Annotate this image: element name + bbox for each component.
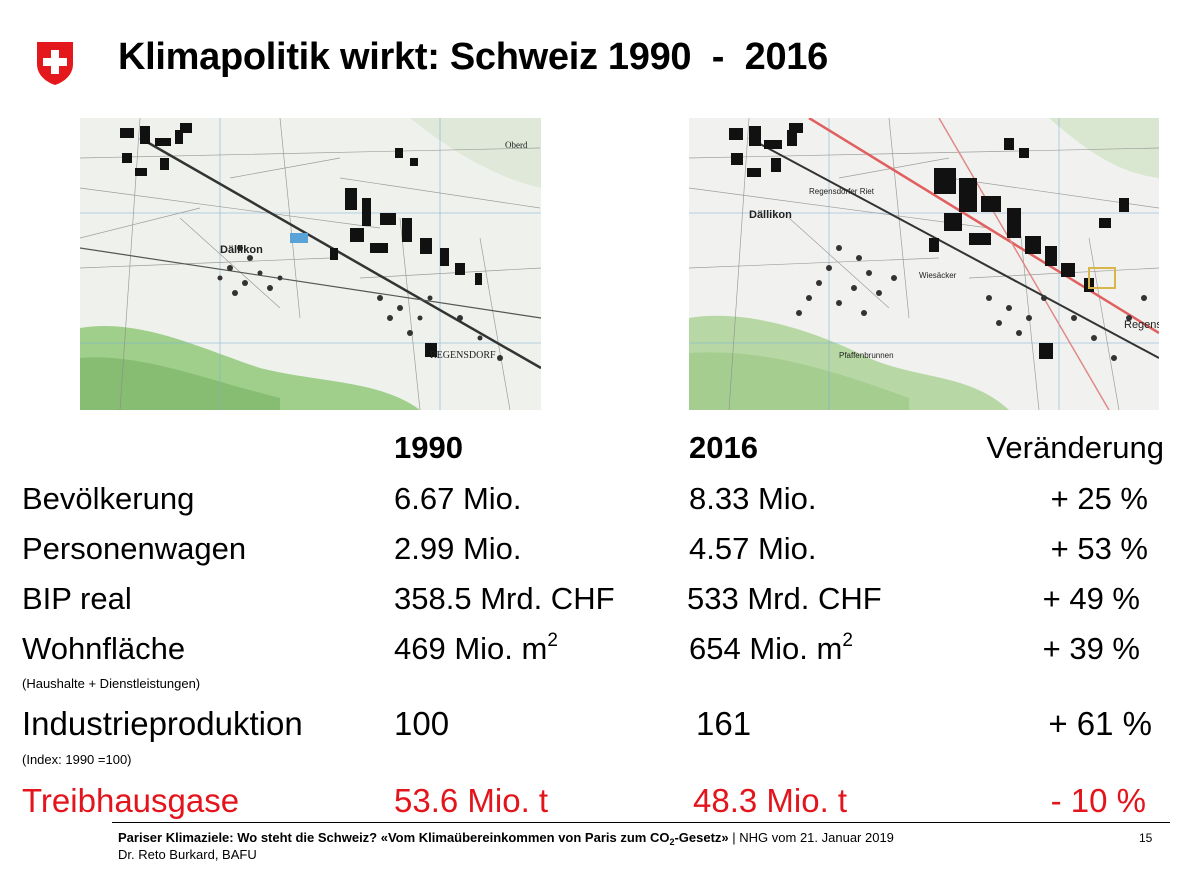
- footer-event-info: | NHG vom 21. Januar 2019: [728, 830, 894, 845]
- value-change: + 25 %: [1050, 481, 1148, 516]
- row-label: Treibhausgase: [22, 782, 240, 819]
- value-2016: 654 Mio. m2: [689, 631, 853, 667]
- map-label: Dällikon: [220, 244, 263, 256]
- value-text: 654 Mio. m: [689, 631, 843, 666]
- value-2016: 161: [696, 705, 752, 742]
- table-row: Bevölkerung 6.67 Mio. 8.33 Mio. + 25 %: [0, 481, 1200, 525]
- column-header-1990: 1990: [394, 430, 463, 465]
- map-2016: Dällikon Regensdorfer Riet Regensd Wiesä…: [689, 118, 1159, 410]
- row-note: (Haushalte + Dienstleistungen): [22, 676, 201, 691]
- value-1990: 2.99 Mio.: [394, 531, 522, 566]
- table-row: Personenwagen 2.99 Mio. 4.57 Mio. + 53 %: [0, 531, 1200, 575]
- value-1990: 6.67 Mio.: [394, 481, 522, 516]
- column-header-change: Veränderung: [986, 430, 1164, 465]
- footer-event: Pariser Klimaziele: Wo steht die Schweiz…: [118, 830, 894, 847]
- swiss-cross-icon: [37, 42, 73, 85]
- footer-author: Dr. Reto Burkard, BAFU: [118, 847, 257, 862]
- map-label: REGENSDORF: [430, 350, 496, 361]
- value-2016: 8.33 Mio.: [689, 481, 817, 516]
- value-change: - 10 %: [1050, 782, 1146, 819]
- map-label: Oberd: [505, 140, 528, 150]
- value-change: + 61 %: [1048, 705, 1152, 742]
- map-label: Wiesäcker: [919, 271, 957, 280]
- value-1990: 469 Mio. m2: [394, 631, 558, 667]
- table-row: Industrieproduktion 100 161 + 61 %: [0, 705, 1200, 749]
- value-1990: 100: [394, 705, 450, 742]
- footer-divider: [112, 822, 1170, 823]
- value-change: + 53 %: [1050, 531, 1148, 566]
- row-note: (Index: 1990 =100): [22, 752, 132, 767]
- table-row: Treibhausgase 53.6 Mio. t 48.3 Mio. t - …: [0, 782, 1200, 826]
- value-2016: 533 Mrd. CHF: [687, 581, 882, 616]
- table-row: Wohnfläche 469 Mio. m2 654 Mio. m2 + 39 …: [0, 631, 1200, 675]
- map-label: Regensd: [1124, 319, 1159, 331]
- column-header-2016: 2016: [689, 430, 758, 465]
- row-label: Bevölkerung: [22, 481, 195, 516]
- page-title: Klimapolitik wirkt: Schweiz 1990 - 2016: [118, 36, 828, 78]
- row-label: Personenwagen: [22, 531, 247, 566]
- map-label: Regensdorfer Riet: [809, 187, 875, 196]
- map-label: Pfaffenbrunnen: [839, 351, 894, 360]
- value-1990: 53.6 Mio. t: [394, 782, 549, 819]
- page-number: 15: [1139, 831, 1153, 845]
- value-2016: 4.57 Mio.: [689, 531, 817, 566]
- footer-event-title: Pariser Klimaziele: Wo steht die Schweiz…: [118, 830, 729, 847]
- map-1990: Dällikon REGENSDORF Oberd: [80, 118, 541, 410]
- value-1990: 358.5 Mrd. CHF: [394, 581, 615, 616]
- unit-superscript: 2: [842, 630, 853, 651]
- table-row: BIP real 358.5 Mrd. CHF 533 Mrd. CHF + 4…: [0, 581, 1200, 625]
- value-2016: 48.3 Mio. t: [693, 782, 848, 819]
- value-change: + 49 %: [1042, 581, 1140, 616]
- value-text: 469 Mio. m: [394, 631, 548, 666]
- map-label: Dällikon: [749, 209, 792, 221]
- row-label: BIP real: [22, 581, 132, 616]
- value-change: + 39 %: [1042, 631, 1140, 666]
- row-label: Wohnfläche: [22, 631, 186, 666]
- unit-superscript: 2: [547, 630, 558, 651]
- row-label: Industrieproduktion: [22, 705, 303, 742]
